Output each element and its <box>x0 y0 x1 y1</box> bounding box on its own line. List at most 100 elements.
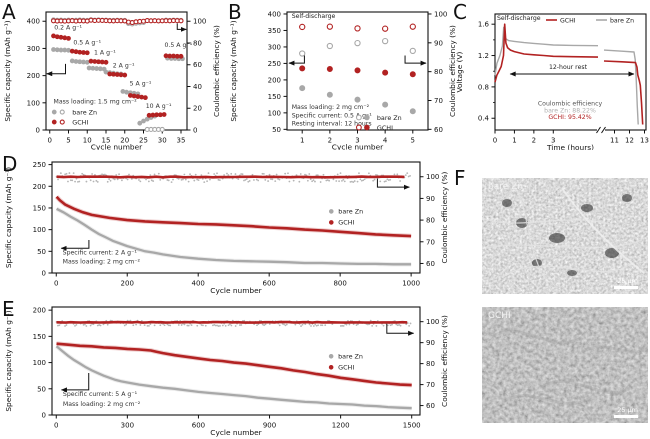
rate-capability-chart: 0 5 10 15 20 25 30 35 0 100 200 300 400 0 20 40 60 80 100 C… <box>3 11 221 150</box>
y-tick-label: 150 <box>33 333 46 341</box>
y-tick-label: 100 <box>33 226 46 234</box>
cycling-5a-chart: 0 300 600 900 1200 1500 0 50 100 150 200 60 70 80 90 10… <box>4 306 449 437</box>
legend-label: bare Zn <box>72 108 97 116</box>
right-tick-label: 20 <box>193 105 202 113</box>
sem-bare-zn-scalebar <box>614 286 638 289</box>
x-tick-label: 400 <box>192 280 205 288</box>
annotation-text: Mass loading: 2 mg cm⁻² <box>63 401 141 408</box>
series-bare-zn-pre-rest <box>494 26 599 76</box>
y-axis-label-left: Voltage (V) <box>455 51 464 92</box>
sem-bare-zn-texture <box>482 178 648 294</box>
panel-c-label: C <box>453 0 467 24</box>
panel-a-label: A <box>2 0 16 24</box>
annotation-text: Self-discharge <box>292 13 336 20</box>
x-tick-label: 12 <box>625 137 634 145</box>
legend-label: bare Zn <box>610 17 634 24</box>
data-point <box>54 34 60 40</box>
x-tick-label: 1 <box>512 137 516 145</box>
plot-frame <box>45 11 188 131</box>
sem-scratches <box>521 326 623 376</box>
data-point <box>62 35 68 41</box>
x-tick-label: 15 <box>102 137 111 145</box>
right-tick-label: 90 <box>434 39 443 47</box>
series-gchi-ce <box>50 17 184 26</box>
y-tick-label: 350 <box>268 27 281 35</box>
series-bare-zn-post-rest <box>603 49 639 125</box>
data-point <box>354 39 361 47</box>
data-point <box>142 95 148 101</box>
annotation-text: Specific current: 2 A g⁻¹ <box>63 249 138 256</box>
right-tick-label: 70 <box>426 381 435 389</box>
x-axis-label: Cycle number <box>210 286 262 295</box>
sem-gchi-texture <box>482 307 648 423</box>
right-tick-label: 70 <box>434 97 443 105</box>
legend-label: bare Zn <box>338 208 363 216</box>
series-gchi-capacity <box>299 65 416 78</box>
y-tick-label: 150 <box>33 204 46 212</box>
elbow-arrow <box>46 63 66 77</box>
elbow-arrow <box>176 23 187 32</box>
data-point <box>51 33 56 39</box>
annotation-text: bare Zn: 88.22% <box>544 107 596 114</box>
annotation-text: Mass loading: 1.5 mg cm⁻² <box>54 98 138 105</box>
y-tick-label: 0.4 <box>478 115 490 123</box>
data-point <box>66 35 71 41</box>
data-point <box>381 37 389 45</box>
data-point <box>120 88 126 94</box>
x-tick-label: 1000 <box>402 280 420 288</box>
y-tick-label: 0.8 <box>478 83 489 91</box>
data-point <box>103 59 109 65</box>
data-point <box>139 94 145 100</box>
data-point <box>299 65 306 72</box>
sem-image-gchi: GCHI 25 μm <box>482 307 648 423</box>
sem-swirls <box>491 329 648 405</box>
legend-label: GCHI <box>338 219 354 227</box>
data-point <box>122 72 128 78</box>
annotation-text: Specific current: 5 A g⁻¹ <box>63 391 138 398</box>
y-axis-label-left: Specific capacity (mAh g⁻¹) <box>229 20 238 121</box>
series-bare-zn-capacity <box>56 207 412 266</box>
series-gchi-ce <box>56 320 408 324</box>
data-point <box>178 18 184 24</box>
cycling-2a-chart: 0 200 400 600 800 1000 0 50 100 150 200 250 60 70 80 90… <box>4 161 449 295</box>
data-point <box>159 126 165 133</box>
plot-frame <box>51 306 421 416</box>
annotation-text: Resting interval: 12 hours <box>292 121 372 128</box>
data-point <box>328 364 334 370</box>
axis-break-gap <box>597 127 605 133</box>
data-point <box>409 71 416 78</box>
y-tick-label: 250 <box>268 60 281 68</box>
data-point <box>137 120 143 126</box>
data-point <box>326 91 333 98</box>
data-point <box>326 23 334 30</box>
x-tick-label: 13 <box>640 137 649 145</box>
right-tick-label: 40 <box>193 83 202 91</box>
annotation-text: 2 A g⁻¹ <box>113 63 135 70</box>
x-tick-label: 25 <box>139 137 148 145</box>
annotation-text: Specific current: 0.5 A g⁻¹ <box>292 112 373 119</box>
data-point <box>69 48 75 54</box>
y-tick-label: 250 <box>33 161 46 169</box>
data-point <box>178 53 184 59</box>
data-point <box>161 112 167 117</box>
y-axis-label-right: Coulombic efficiency (%) <box>440 171 449 263</box>
x-tick-label: 3 <box>355 137 359 145</box>
x-tick-label: 11 <box>610 137 619 145</box>
y-tick-label: 300 <box>27 45 40 53</box>
legend-label: GCHI <box>72 118 88 126</box>
y-tick-label: 400 <box>27 18 40 26</box>
y-tick-label: 100 <box>268 109 281 117</box>
data-point <box>84 50 90 56</box>
panel-b-label: B <box>228 0 242 24</box>
elbow-arrow <box>288 55 305 66</box>
panel-e-label: E <box>2 297 15 321</box>
data-point <box>299 23 306 31</box>
series-bare-zn-capacity <box>299 85 416 115</box>
right-tick-label: 80 <box>426 360 435 368</box>
panel-b: B 1 2 3 4 5 50 100 150 200 250 300 350 400 60 70 80 90 10… <box>224 0 460 150</box>
data-point <box>355 124 362 131</box>
y-tick-label: 50 <box>272 126 281 134</box>
annotation-text: 0.2 A g⁻¹ <box>54 24 82 31</box>
annotation-text: Coulombic efficiency <box>538 101 603 108</box>
